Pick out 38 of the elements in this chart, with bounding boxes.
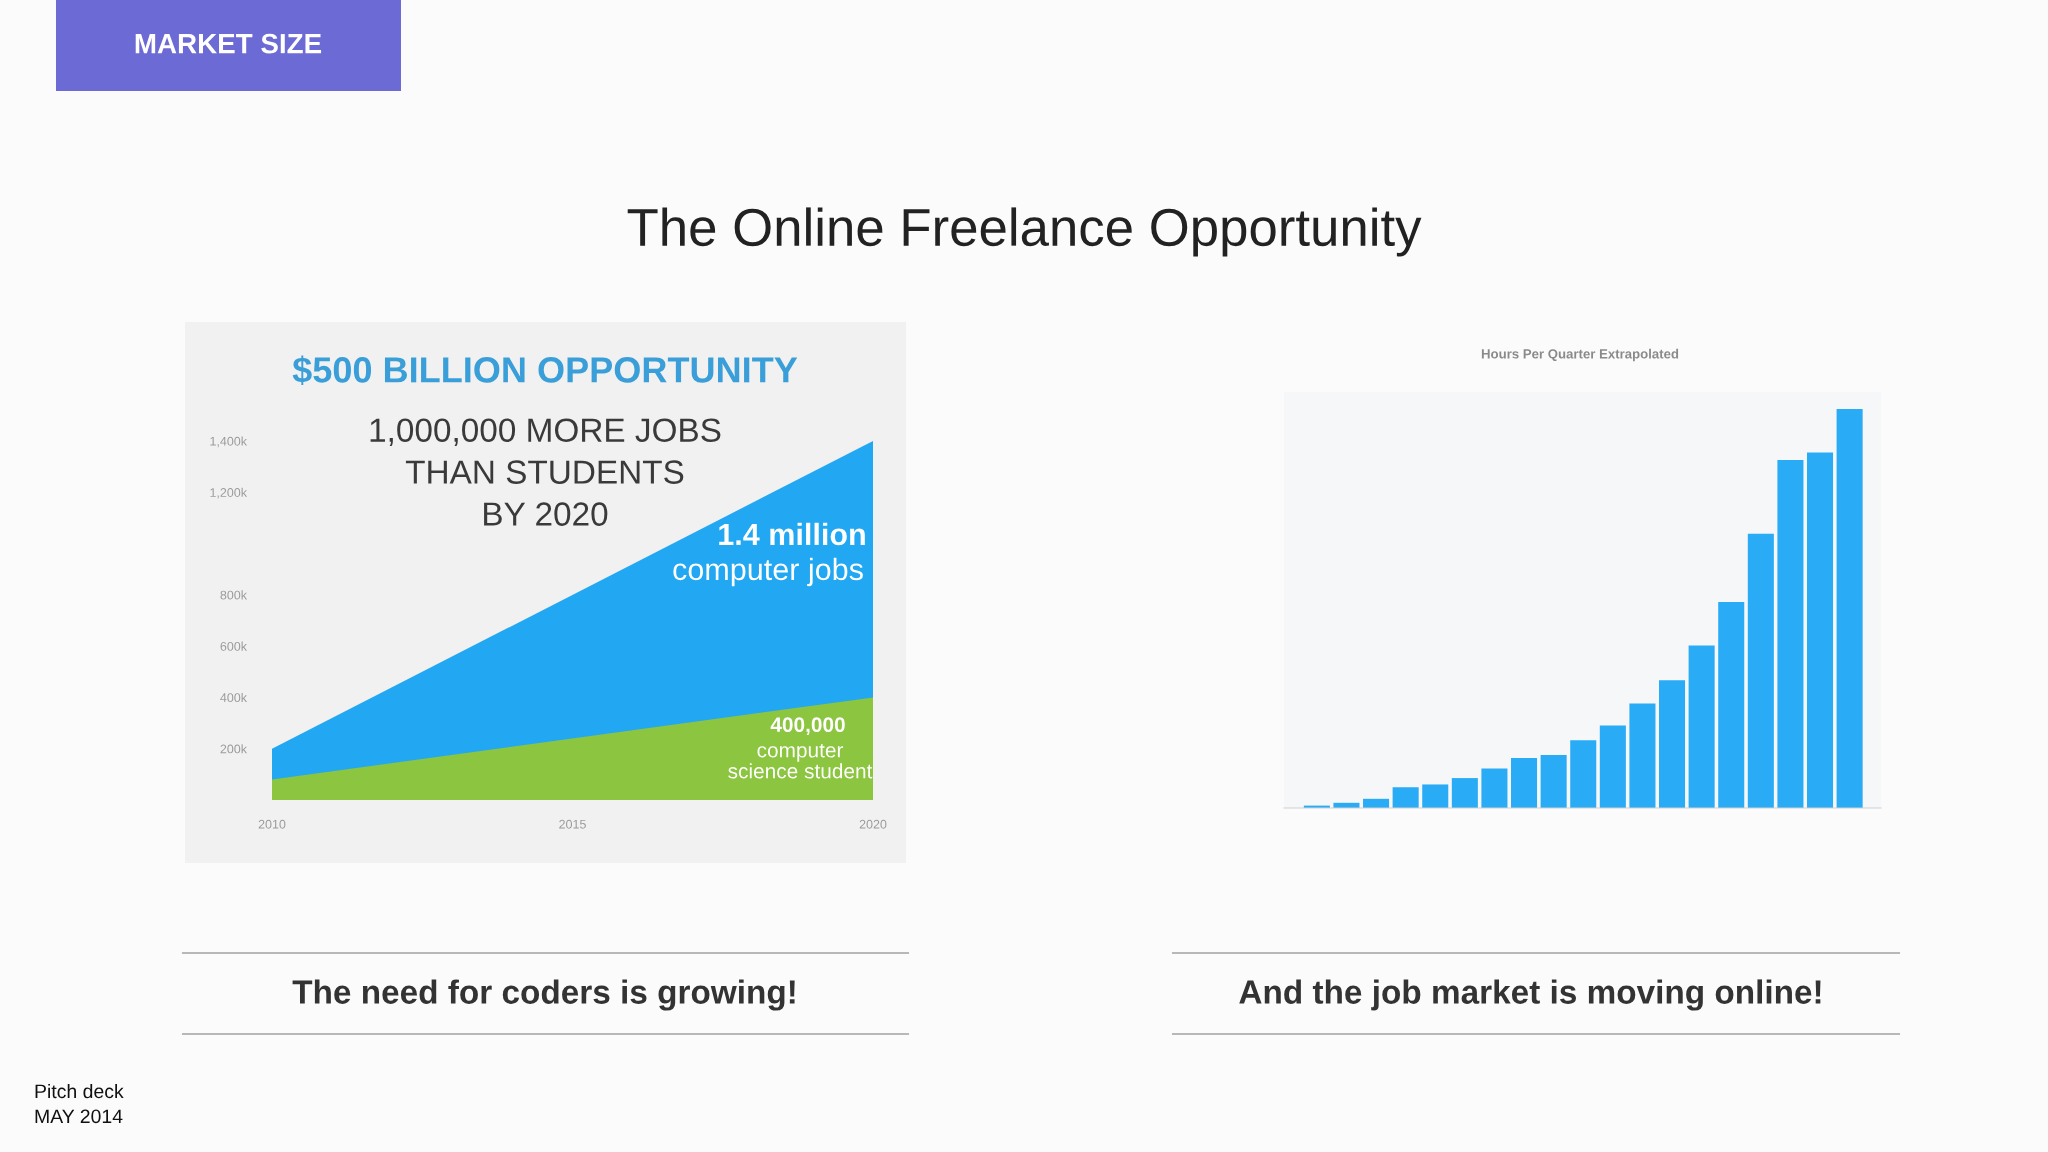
series-label: computer jobs: [673, 557, 863, 587]
x-tick-label: 2010: [258, 819, 286, 829]
bar: [1451, 778, 1478, 808]
bar: [1836, 408, 1863, 808]
text: The Online Freelance Opportunity: [627, 207, 1422, 257]
bar: [1599, 725, 1626, 808]
chart-title: Hours Per Quarter Extrapolated: [1481, 348, 1679, 362]
chart-title: $500 BILLION OPPORTUNITY: [292, 355, 798, 386]
bar: [1570, 740, 1597, 808]
bar: [1422, 784, 1449, 808]
bar: [1392, 787, 1419, 808]
y-tick-label: 600k: [220, 641, 248, 651]
y-tick-label: 400k: [220, 692, 248, 703]
text: The need for coders is growing!: [292, 979, 795, 1011]
text: And the job market is moving online!: [1239, 979, 1821, 1011]
bar: [1511, 758, 1538, 808]
text: Pitch deck: [35, 1083, 124, 1099]
y-tick-label: 1,400k: [210, 436, 248, 448]
series-label: computer science student: [728, 743, 873, 779]
y-tick-label: 800k: [220, 590, 248, 600]
bar: [1747, 533, 1774, 808]
x-tick-label: 2020: [859, 819, 887, 829]
text: MARKET SIZE: [135, 33, 322, 54]
bar: [1807, 452, 1834, 808]
bar: [1481, 768, 1508, 808]
bar: [1777, 460, 1804, 808]
bar: [1540, 754, 1567, 808]
bar: [1659, 680, 1686, 808]
y-tick-label: 1,200k: [210, 487, 248, 499]
bar: [1688, 645, 1715, 808]
x-tick-label: 2015: [559, 819, 586, 829]
bar: [1718, 602, 1745, 808]
text: MAY 2014: [35, 1109, 123, 1124]
chart-subtitle: 1,000,000 MORE JOBS THAN STUDENTS BY 2020: [370, 418, 721, 526]
data-label: 1.4 million: [719, 522, 865, 546]
y-tick-label: 200k: [220, 744, 248, 754]
data-label: 400,000: [770, 717, 845, 736]
bar: [1629, 703, 1656, 808]
